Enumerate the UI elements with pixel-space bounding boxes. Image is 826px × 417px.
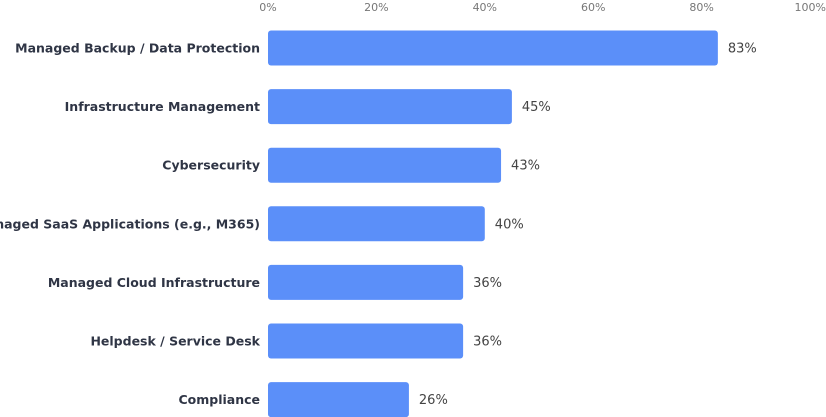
x-tick-label: 20% (364, 1, 388, 14)
x-tick-label: 40% (473, 1, 497, 14)
value-label: 36% (473, 276, 502, 291)
bar (268, 147, 502, 183)
category-label: Managed SaaS Applications (e.g., M365) (0, 216, 260, 231)
x-tick-label: 100% (795, 1, 826, 14)
x-tick-label: 80% (689, 1, 713, 14)
bar (268, 323, 464, 359)
category-label: Cybersecurity (162, 158, 260, 173)
value-label: 45% (522, 100, 551, 115)
value-label: 40% (495, 217, 524, 232)
value-label: 36% (473, 335, 502, 350)
bar (268, 30, 718, 66)
category-label: Managed Cloud Infrastructure (48, 275, 260, 290)
bar (268, 206, 485, 242)
value-label: 83% (728, 42, 757, 57)
bar (268, 89, 512, 125)
x-tick-label: 0% (259, 1, 276, 14)
value-label: 43% (511, 159, 540, 174)
category-label: Infrastructure Management (65, 99, 260, 114)
category-label: Helpdesk / Service Desk (90, 334, 260, 349)
bar (268, 264, 464, 300)
category-label: Managed Backup / Data Protection (15, 41, 260, 56)
category-label: Compliance (178, 392, 260, 407)
bar (268, 382, 409, 417)
value-label: 26% (419, 393, 448, 408)
x-tick-label: 60% (581, 1, 605, 14)
